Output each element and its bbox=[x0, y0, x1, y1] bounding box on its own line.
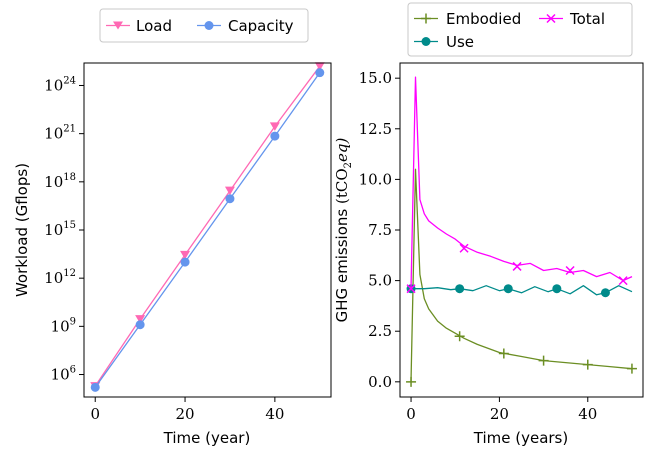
right-y-axis-unit-pre: (tCO bbox=[333, 168, 351, 204]
x-tick-label: 20 bbox=[175, 405, 194, 423]
y-tick-exponent: 15 bbox=[63, 220, 76, 231]
legend-label-embodied: Embodied bbox=[446, 10, 521, 28]
data-point-embodied bbox=[583, 360, 593, 370]
left-series-layer bbox=[90, 62, 325, 392]
data-point-total bbox=[619, 277, 627, 285]
data-point-use bbox=[552, 284, 561, 293]
legend-marker-capacity bbox=[205, 21, 214, 30]
series-line-capacity bbox=[95, 73, 320, 388]
x-tick-label: 0 bbox=[406, 405, 416, 423]
data-point-embodied bbox=[627, 364, 637, 374]
y-tick-exponent: 9 bbox=[70, 316, 76, 327]
y-tick-exponent: 6 bbox=[70, 365, 76, 376]
data-point-use bbox=[504, 284, 513, 293]
y-tick-base: 10 bbox=[44, 76, 63, 94]
data-point-embodied bbox=[455, 331, 465, 341]
y-tick-label: 7.5 bbox=[368, 221, 392, 239]
y-tick-label: 15.0 bbox=[359, 69, 392, 87]
data-point-capacity bbox=[315, 68, 324, 77]
left-y-axis-label: Workload (Gflops) bbox=[13, 163, 31, 297]
y-tick-label: 1024 bbox=[44, 75, 76, 94]
y-tick-label: 10.0 bbox=[359, 170, 392, 188]
y-tick-base: 10 bbox=[44, 125, 63, 143]
y-tick-label: 1018 bbox=[44, 172, 76, 191]
data-point-capacity bbox=[136, 320, 145, 329]
data-point-capacity bbox=[181, 258, 190, 267]
right-plot-frame bbox=[400, 63, 643, 397]
data-point-use bbox=[601, 288, 610, 297]
y-tick-base: 10 bbox=[44, 269, 63, 287]
x-tick-label: 40 bbox=[265, 405, 284, 423]
y-tick-exponent: 18 bbox=[63, 172, 76, 183]
y-tick-base: 10 bbox=[44, 221, 63, 239]
legend-label-capacity: Capacity bbox=[228, 17, 294, 35]
series-line-load bbox=[95, 66, 320, 386]
data-point-load bbox=[270, 122, 280, 131]
y-tick-label: 1012 bbox=[44, 268, 76, 287]
data-point-embodied bbox=[406, 377, 416, 387]
right-legend: Embodied Total Use bbox=[408, 3, 632, 56]
right-y-axis-unit-post: eq) bbox=[333, 137, 351, 161]
legend-label-total: Total bbox=[569, 10, 605, 28]
right-chart: 0 20 40 0.0 2.5 5.0 7.5 10.0 12.5 15.0 Time (yea… bbox=[333, 3, 643, 447]
left-x-ticks: 0 20 40 bbox=[90, 397, 284, 423]
y-tick-exponent: 12 bbox=[63, 268, 76, 279]
series-line-total bbox=[411, 77, 632, 289]
y-tick-label: 0.0 bbox=[368, 373, 392, 391]
right-y-axis-label: GHG emissions (tCO2eq) bbox=[333, 137, 354, 322]
x-tick-label: 20 bbox=[490, 405, 509, 423]
legend-label-use: Use bbox=[446, 33, 474, 51]
data-point-capacity bbox=[270, 132, 279, 141]
data-point-total bbox=[566, 266, 574, 274]
data-point-embodied bbox=[539, 356, 549, 366]
data-point-capacity bbox=[225, 194, 234, 203]
series-line-use bbox=[411, 286, 632, 295]
legend-label-load: Load bbox=[136, 17, 172, 35]
y-tick-exponent: 24 bbox=[63, 75, 76, 86]
right-y-axis-label-group: GHG emissions (tCO2eq) bbox=[333, 137, 354, 322]
x-tick-label: 0 bbox=[90, 405, 100, 423]
data-point-embodied bbox=[499, 348, 509, 358]
y-tick-base: 10 bbox=[51, 366, 70, 384]
y-tick-label: 109 bbox=[51, 316, 76, 335]
y-tick-exponent: 21 bbox=[63, 124, 76, 135]
legend-marker-use bbox=[422, 37, 431, 46]
y-tick-label: 5.0 bbox=[368, 272, 392, 290]
x-tick-label: 40 bbox=[578, 405, 597, 423]
left-legend: Load Capacity bbox=[100, 9, 308, 42]
data-point-capacity bbox=[91, 383, 100, 392]
right-series-layer bbox=[406, 77, 637, 387]
y-tick-label: 106 bbox=[51, 365, 76, 384]
right-y-ticks: 0.0 2.5 5.0 7.5 10.0 12.5 15.0 bbox=[359, 69, 400, 391]
right-y-axis-label-text: GHG emissions bbox=[333, 209, 351, 323]
data-point-total bbox=[513, 262, 521, 270]
y-tick-label: 1021 bbox=[44, 124, 76, 143]
right-x-axis-label: Time (years) bbox=[473, 429, 568, 447]
data-point-use bbox=[455, 284, 464, 293]
right-x-ticks: 0 20 40 bbox=[406, 397, 597, 423]
y-tick-label: 2.5 bbox=[368, 322, 392, 340]
y-tick-base: 10 bbox=[44, 173, 63, 191]
left-x-axis-label: Time (year) bbox=[163, 429, 251, 447]
y-tick-label: 12.5 bbox=[359, 120, 392, 138]
y-tick-label: 1015 bbox=[44, 220, 76, 239]
y-tick-base: 10 bbox=[51, 317, 70, 335]
